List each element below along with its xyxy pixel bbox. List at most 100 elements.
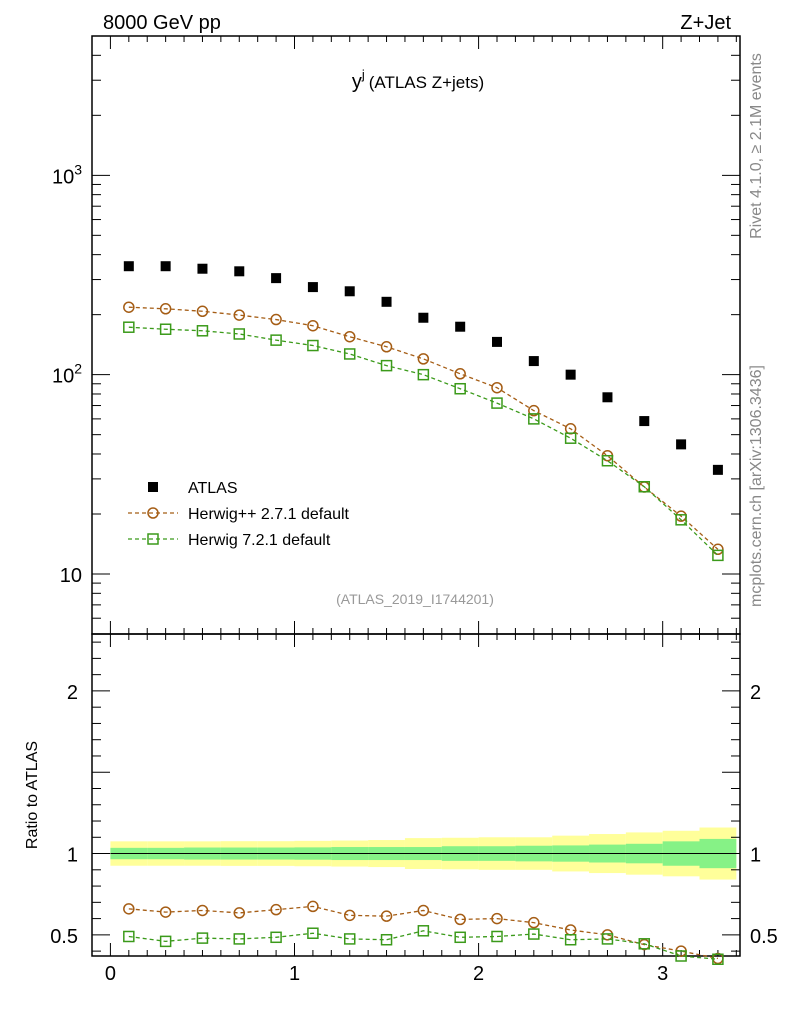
header-process: Z+Jet xyxy=(680,12,731,34)
data-point xyxy=(270,313,282,326)
ratio-point xyxy=(417,925,430,937)
ratio-point xyxy=(712,953,724,966)
data-point xyxy=(454,368,466,380)
data-point xyxy=(491,381,503,394)
analysis-id: (ATLAS_2019_I1744201) xyxy=(336,591,494,607)
ratio-line-1 xyxy=(128,905,719,960)
title-sup: j xyxy=(361,67,365,82)
ratio-point xyxy=(159,935,172,948)
data-point xyxy=(639,416,650,427)
ratio-point xyxy=(528,928,540,940)
data-point xyxy=(343,330,356,343)
ratio-tick-label-right: 2 xyxy=(750,682,761,704)
ratio-point xyxy=(454,931,466,944)
rivet-label: Rivet 4.1.0, ≥ 2.1M events xyxy=(748,53,765,239)
ratio-point xyxy=(233,933,246,945)
series-group xyxy=(110,261,740,966)
data-point xyxy=(638,480,651,493)
data-point xyxy=(123,321,135,333)
ratio-point xyxy=(638,938,651,950)
y-tick-base: 10 xyxy=(60,565,82,587)
ratio-point xyxy=(417,904,430,917)
data-point xyxy=(492,336,502,347)
ratio-point xyxy=(233,907,246,919)
data-point xyxy=(271,273,282,284)
title-rest: (ATLAS Z+jets) xyxy=(369,73,484,92)
ratio-point xyxy=(270,931,282,944)
data-point xyxy=(676,439,687,450)
data-point xyxy=(234,266,245,277)
data-point xyxy=(380,359,393,372)
data-point xyxy=(307,339,319,352)
legend-marker xyxy=(148,482,158,492)
y-tick-label: 10 xyxy=(60,565,82,587)
data-point xyxy=(381,296,392,307)
legend-label: Herwig++ 2.7.1 default xyxy=(188,506,350,523)
data-point xyxy=(454,382,466,395)
ratio-panel-frame xyxy=(91,633,741,957)
data-point xyxy=(196,305,209,318)
plot-title: yj (ATLAS Z+jets) xyxy=(352,67,484,93)
y-tick-label: 102 xyxy=(52,361,82,388)
data-point xyxy=(528,404,540,417)
ratio-tick-label: 2 xyxy=(67,682,78,704)
ratio-point xyxy=(601,933,614,945)
data-point xyxy=(528,413,540,425)
ratio-point xyxy=(380,910,393,922)
x-tick-label: 2 xyxy=(473,963,484,985)
y-tick-base: 10 xyxy=(52,366,74,388)
ratio-point xyxy=(307,927,319,939)
ratio-tick-label: 0.5 xyxy=(50,926,78,948)
data-point xyxy=(307,282,318,293)
ratio-point xyxy=(307,900,319,913)
data-point xyxy=(601,454,614,467)
x-tick-label: 1 xyxy=(289,963,300,985)
x-tick-label: 3 xyxy=(657,963,668,985)
ratio-point xyxy=(123,930,135,943)
data-point xyxy=(123,301,135,313)
data-point xyxy=(159,323,172,335)
data-point xyxy=(491,397,503,409)
data-point xyxy=(270,334,282,346)
data-point xyxy=(675,514,687,526)
data-point xyxy=(712,464,723,475)
mcplots-label: mcplots.cern.ch [arXiv:1306.3436] xyxy=(748,365,765,607)
data-point xyxy=(343,348,356,360)
y-tick-exponent: 2 xyxy=(74,361,82,377)
data-point xyxy=(159,303,172,315)
data-point xyxy=(417,353,430,365)
data-point xyxy=(197,263,208,274)
ratio-tick-label-right: 1 xyxy=(750,845,761,867)
ratio-point xyxy=(491,912,503,925)
ratio-point xyxy=(454,913,466,926)
y-tick-exponent: 3 xyxy=(74,161,82,177)
data-point xyxy=(712,543,724,556)
ratio-point xyxy=(343,933,356,945)
data-point xyxy=(307,319,319,332)
data-point xyxy=(344,286,355,297)
legend: ATLAS Herwig++ 2.7.1 default Herwig 7.2.1 … xyxy=(128,480,350,549)
ratio-tick-label: 1 xyxy=(67,845,78,867)
ratio-point xyxy=(491,930,503,943)
data-point xyxy=(712,549,724,562)
y-tick-base: 10 xyxy=(52,166,74,188)
y-tick-label: 103 xyxy=(52,161,82,188)
data-point xyxy=(564,432,577,444)
ratio-point xyxy=(675,950,687,962)
ratio-ylabel: Ratio to ATLAS xyxy=(24,741,41,849)
data-point xyxy=(565,369,576,380)
ratio-point xyxy=(123,903,135,915)
data-point xyxy=(233,328,246,340)
ratio-line-2 xyxy=(128,930,718,960)
ratio-point xyxy=(564,933,577,946)
data-point xyxy=(455,321,466,332)
legend-marker xyxy=(147,507,159,519)
legend-label: ATLAS xyxy=(188,480,238,497)
ratio-point xyxy=(343,909,356,922)
data-point xyxy=(196,325,209,337)
main-line-1 xyxy=(128,306,719,550)
data-point xyxy=(528,356,539,367)
data-point xyxy=(418,312,429,323)
ratio-point xyxy=(159,906,172,918)
